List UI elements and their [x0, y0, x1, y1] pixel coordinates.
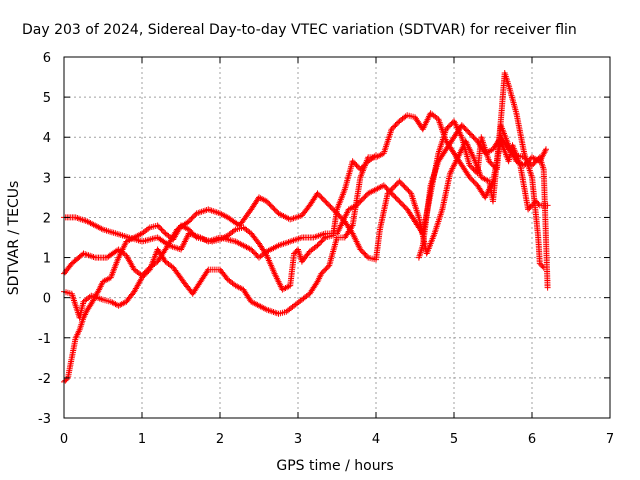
- x-tick-label: 4: [372, 432, 380, 447]
- x-tick-label: 7: [606, 432, 614, 447]
- x-tick-label: 5: [450, 432, 458, 447]
- y-tick-label: 6: [43, 51, 51, 66]
- grid: [64, 57, 610, 418]
- y-tick-label: -3: [38, 412, 51, 427]
- chart-title: Day 203 of 2024, Sidereal Day-to-day VTE…: [22, 22, 577, 38]
- plot-frame: [63, 56, 611, 419]
- y-tick-label: 4: [43, 131, 51, 146]
- x-tick-label: 1: [138, 432, 146, 447]
- y-tick-label: 1: [43, 252, 51, 267]
- y-tick-label: -1: [38, 332, 51, 347]
- y-tick-label: 2: [43, 211, 51, 226]
- y-axis-label: SDTVAR / TECUs: [6, 181, 22, 296]
- x-tick-label: 0: [60, 432, 68, 447]
- x-tick-label: 6: [528, 432, 536, 447]
- x-axis: 0 1 2 3 4 5 6 7: [60, 57, 614, 447]
- y-axis: -3 -2 -1 0 1 2 3 4 5 6: [38, 51, 610, 427]
- y-tick-label: 0: [43, 292, 51, 307]
- x-tick-label: 3: [294, 432, 302, 447]
- x-axis-label: GPS time / hours: [276, 458, 393, 474]
- y-tick-label: -2: [38, 372, 51, 387]
- y-tick-label: 3: [43, 171, 51, 186]
- y-tick-label: 5: [43, 91, 51, 106]
- series-track-2: [61, 70, 547, 279]
- x-tick-label: 2: [216, 432, 224, 447]
- data-markers: [61, 70, 547, 279]
- series-track-5: [415, 122, 551, 291]
- data-markers: [415, 122, 551, 291]
